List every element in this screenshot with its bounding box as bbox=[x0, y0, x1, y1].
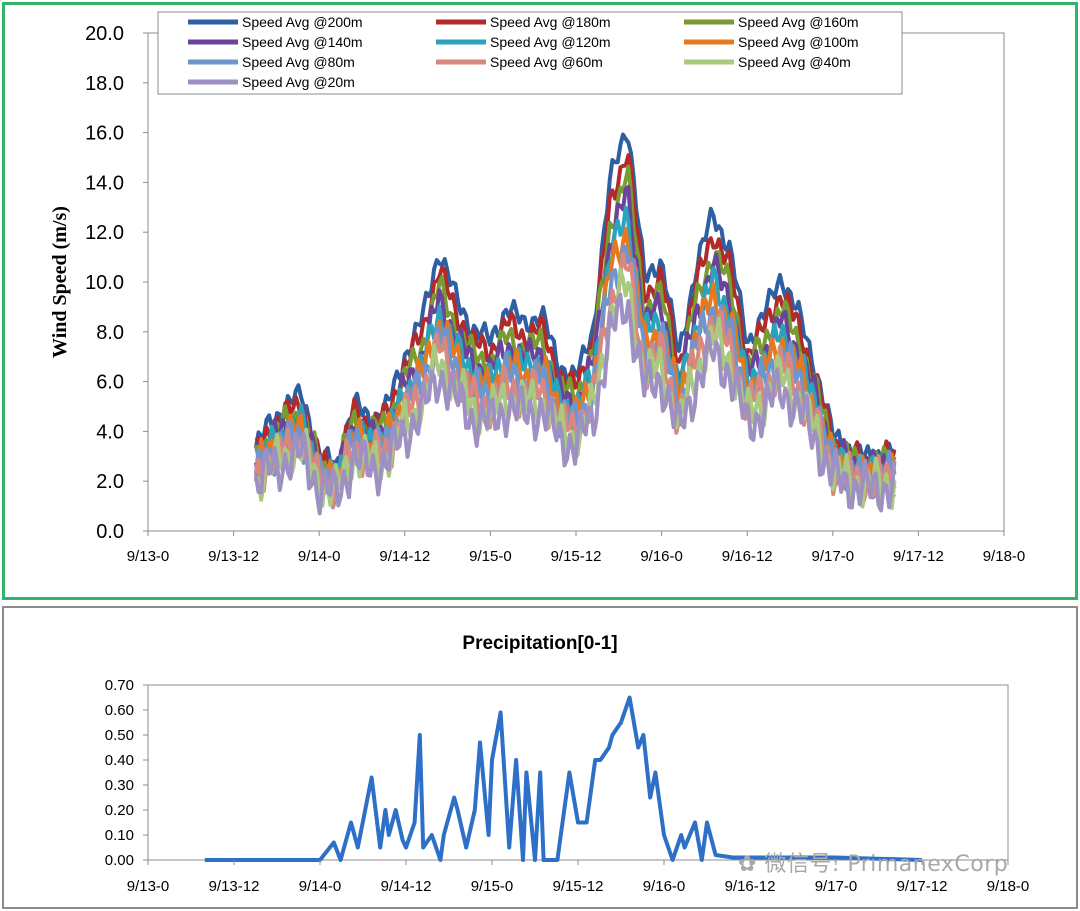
wind-x-tick-label: 9/14-12 bbox=[379, 548, 430, 565]
wind-x-tick-label: 9/13-0 bbox=[127, 548, 170, 565]
wind-x-tick-label: 9/17-12 bbox=[893, 548, 944, 565]
wind-y-tick-label: 14.0 bbox=[85, 172, 124, 194]
precip-x-tick-label: 9/16-12 bbox=[725, 878, 776, 895]
precip-y-tick-label: 0.60 bbox=[105, 702, 134, 719]
wind-y-tick-label: 8.0 bbox=[96, 322, 124, 344]
precip-y-tick-label: 0.10 bbox=[105, 827, 134, 844]
wind-y-tick-label: 2.0 bbox=[96, 471, 124, 493]
legend-entry: Speed Avg @20m bbox=[242, 74, 355, 90]
legend-entry: Speed Avg @180m bbox=[490, 14, 611, 30]
precipitation-chart-title: Precipitation[0-1] bbox=[462, 633, 617, 654]
precip-x-tick-label: 9/15-12 bbox=[553, 878, 604, 895]
legend-entry: Speed Avg @120m bbox=[490, 34, 611, 50]
legend-box bbox=[157, 11, 903, 95]
wind-x-tick-label: 9/14-0 bbox=[298, 548, 341, 565]
precipitation-chart-panel bbox=[2, 606, 1078, 909]
wind-speed-chart: 0.02.04.06.08.010.012.014.016.018.020.0 … bbox=[49, 11, 1026, 565]
wind-series-line bbox=[253, 132, 897, 472]
precip-y-tick-label: 0.20 bbox=[105, 802, 134, 819]
wind-y-tick-label: 20.0 bbox=[85, 23, 124, 45]
wind-x-tick-label: 9/16-12 bbox=[722, 548, 773, 565]
precip-x-tick-label: 9/14-0 bbox=[299, 878, 342, 895]
wind-y-axis-label: Wind Speed (m/s) bbox=[49, 206, 71, 358]
wind-y-tick-label: 6.0 bbox=[96, 372, 124, 394]
wind-x-tick-label: 9/16-0 bbox=[640, 548, 683, 565]
wind-y-ticks: 0.0 2.0 4.0 6.0 8.0 10.0 12.0 14.0 16.0 18.0 20.0 bbox=[85, 23, 148, 543]
precip-x-tick-label: 9/13-0 bbox=[127, 878, 170, 895]
precip-x-tick-label: 9/16-0 bbox=[643, 878, 686, 895]
wind-x-tick-label: 9/17-0 bbox=[812, 548, 855, 565]
wind-series-line bbox=[253, 252, 897, 509]
wind-y-tick-label: 0.0 bbox=[96, 521, 124, 543]
precip-y-tick-label: 0.40 bbox=[105, 752, 134, 769]
precipitation-series-line bbox=[204, 695, 923, 862]
legend-entry: Speed Avg @100m bbox=[738, 34, 859, 50]
wind-y-tick-label: 4.0 bbox=[96, 421, 124, 443]
precipitation-plot-area bbox=[147, 684, 1009, 861]
wind-legend: Speed Avg @200m Speed Avg @180m Speed Avg … bbox=[157, 11, 903, 95]
legend-entry: Speed Avg @200m bbox=[242, 14, 363, 30]
precipitation-series-group bbox=[204, 695, 923, 862]
wind-y-tick-label: 18.0 bbox=[85, 73, 124, 95]
wind-series-group bbox=[253, 132, 897, 516]
wind-x-ticks: 9/13-0 9/13-12 9/14-0 9/14-12 9/15-0 9/15-12 9… bbox=[127, 531, 1026, 565]
wind-y-tick-label: 10.0 bbox=[85, 272, 124, 294]
wind-x-tick-label: 9/15-0 bbox=[469, 548, 512, 565]
wind-y-tick-label: 12.0 bbox=[85, 222, 124, 244]
precip-x-tick-label: 9/14-12 bbox=[381, 878, 432, 895]
precip-x-tick-label: 9/17-0 bbox=[815, 878, 858, 895]
wechat-watermark: ✿ 微信号: PrimanexCorp bbox=[738, 852, 1009, 877]
wind-x-tick-label: 9/18-0 bbox=[983, 548, 1026, 565]
precip-x-tick-label: 9/18-0 bbox=[987, 878, 1030, 895]
wind-x-tick-label: 9/15-12 bbox=[551, 548, 602, 565]
precip-y-tick-label: 0.70 bbox=[105, 677, 134, 694]
legend-entry: Speed Avg @40m bbox=[738, 54, 851, 70]
precip-x-tick-label: 9/13-12 bbox=[209, 878, 260, 895]
legend-entry: Speed Avg @60m bbox=[490, 54, 603, 70]
legend-entry: Speed Avg @140m bbox=[242, 34, 363, 50]
precipitation-chart: Precipitation[0-1] 0.000.100.200.300.400… bbox=[105, 633, 1029, 895]
precip-x-tick-label: 9/17-12 bbox=[897, 878, 948, 895]
wind-x-tick-label: 9/13-12 bbox=[208, 548, 259, 565]
wind-series-line bbox=[253, 292, 897, 516]
precip-y-tick-label: 0.30 bbox=[105, 777, 134, 794]
wind-speed-chart-panel bbox=[2, 2, 1078, 600]
legend-entry: Speed Avg @160m bbox=[738, 14, 859, 30]
precipitation-y-ticks: 0.00 0.10 0.20 0.30 0.40 0.50 0.60 0.70 bbox=[105, 677, 148, 869]
precip-x-tick-label: 9/15-0 bbox=[471, 878, 514, 895]
precip-y-tick-label: 0.00 bbox=[105, 852, 134, 869]
wind-y-tick-label: 16.0 bbox=[85, 123, 124, 145]
precipitation-x-ticks: 9/13-0 9/13-12 9/14-0 9/14-12 9/15-0 9/15-12 9… bbox=[127, 860, 1030, 895]
legend-entry: Speed Avg @80m bbox=[242, 54, 355, 70]
precip-y-tick-label: 0.50 bbox=[105, 727, 134, 744]
